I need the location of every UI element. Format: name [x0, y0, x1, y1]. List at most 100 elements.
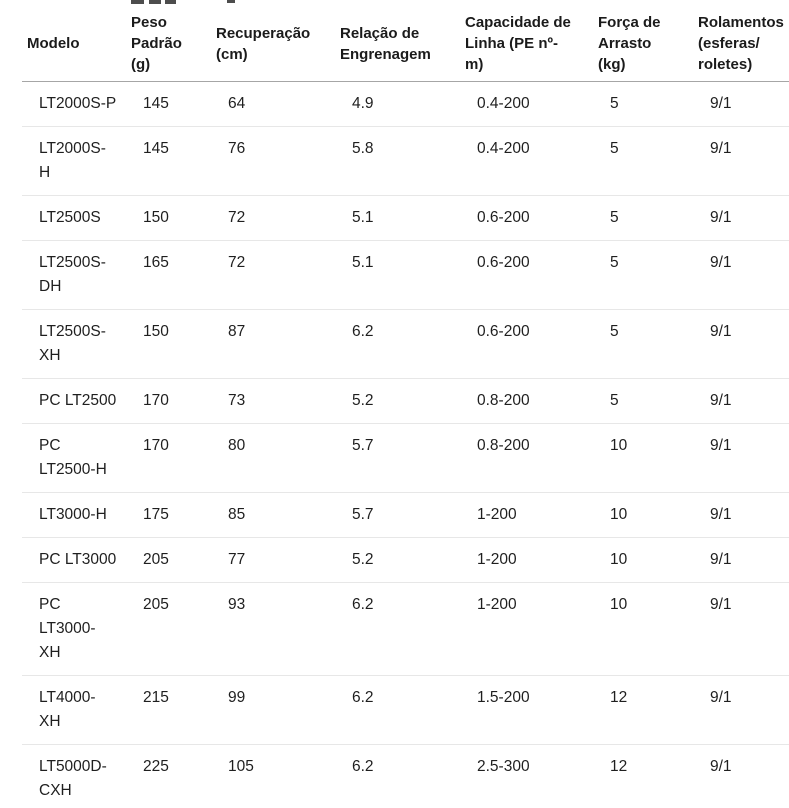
cell-rolamentos: 9/1 [693, 240, 789, 310]
cell-rolamentos: 9/1 [693, 195, 789, 241]
header-row: Modelo Peso Padrão (g) Recuperação (cm) … [22, 0, 789, 82]
clipped-text-remnant [0, 0, 789, 5]
cell-peso-padrao: 145 [126, 81, 211, 127]
cell-forca-arrasto: 5 [593, 240, 693, 310]
cell-capacidade-linha: 0.6-200 [460, 309, 593, 379]
cell-peso-padrao: 205 [126, 537, 211, 583]
cell-peso-padrao: 165 [126, 240, 211, 310]
clipped-text-fragment [165, 0, 176, 4]
cell-peso-padrao: 145 [126, 126, 211, 196]
column-header-rolamentos: Rolamentos (esferas/ roletes) [693, 0, 789, 82]
cell-relacao-engrenagem: 5.2 [335, 378, 460, 424]
cell-relacao-engrenagem: 5.1 [335, 195, 460, 241]
cell-relacao-engrenagem: 5.8 [335, 126, 460, 196]
cell-relacao-engrenagem: 6.2 [335, 744, 460, 808]
cell-relacao-engrenagem: 6.2 [335, 582, 460, 676]
cell-recuperacao: 77 [211, 537, 335, 583]
table-row: LT2500S- DH 165 72 5.1 0.6-200 5 9/1 [22, 240, 789, 310]
cell-rolamentos: 9/1 [693, 126, 789, 196]
specs-table-header: Modelo Peso Padrão (g) Recuperação (cm) … [22, 0, 789, 82]
cell-forca-arrasto: 5 [593, 81, 693, 127]
cell-recuperacao: 105 [211, 744, 335, 808]
cell-model: LT2500S- XH [22, 309, 126, 379]
cell-peso-padrao: 175 [126, 492, 211, 538]
cell-model: LT2000S-P [22, 81, 126, 127]
cell-rolamentos: 9/1 [693, 309, 789, 379]
clipped-text-fragment [227, 0, 235, 3]
cell-peso-padrao: 205 [126, 582, 211, 676]
cell-rolamentos: 9/1 [693, 744, 789, 808]
cell-rolamentos: 9/1 [693, 582, 789, 676]
cell-recuperacao: 64 [211, 81, 335, 127]
cell-capacidade-linha: 0.6-200 [460, 195, 593, 241]
cell-recuperacao: 99 [211, 675, 335, 745]
cell-forca-arrasto: 5 [593, 309, 693, 379]
cell-model: LT5000D- CXH [22, 744, 126, 808]
cell-peso-padrao: 150 [126, 309, 211, 379]
cell-forca-arrasto: 12 [593, 744, 693, 808]
cell-rolamentos: 9/1 [693, 537, 789, 583]
cell-recuperacao: 76 [211, 126, 335, 196]
cell-relacao-engrenagem: 5.2 [335, 537, 460, 583]
cell-forca-arrasto: 5 [593, 378, 693, 424]
cell-forca-arrasto: 10 [593, 537, 693, 583]
cell-relacao-engrenagem: 6.2 [335, 309, 460, 379]
cell-capacidade-linha: 0.8-200 [460, 423, 593, 493]
cell-model: PC LT2500-H [22, 423, 126, 493]
cell-rolamentos: 9/1 [693, 378, 789, 424]
cell-rolamentos: 9/1 [693, 81, 789, 127]
cell-relacao-engrenagem: 4.9 [335, 81, 460, 127]
cell-recuperacao: 73 [211, 378, 335, 424]
cell-capacidade-linha: 0.6-200 [460, 240, 593, 310]
cell-model: LT2500S [22, 195, 126, 241]
cell-capacidade-linha: 1-200 [460, 537, 593, 583]
cell-capacidade-linha: 1-200 [460, 492, 593, 538]
cell-rolamentos: 9/1 [693, 675, 789, 745]
cell-recuperacao: 72 [211, 195, 335, 241]
cell-model: LT2000S- H [22, 126, 126, 196]
cell-capacidade-linha: 2.5-300 [460, 744, 593, 808]
cell-recuperacao: 80 [211, 423, 335, 493]
cell-relacao-engrenagem: 5.7 [335, 492, 460, 538]
cell-relacao-engrenagem: 6.2 [335, 675, 460, 745]
cell-peso-padrao: 170 [126, 423, 211, 493]
cell-model: PC LT3000 [22, 537, 126, 583]
table-row: LT3000-H 175 85 5.7 1-200 10 9/1 [22, 492, 789, 538]
column-header-relacao-engrenagem: Relação de Engrenagem [335, 0, 460, 82]
cell-forca-arrasto: 10 [593, 492, 693, 538]
cell-relacao-engrenagem: 5.1 [335, 240, 460, 310]
cell-recuperacao: 72 [211, 240, 335, 310]
cell-forca-arrasto: 12 [593, 675, 693, 745]
cell-forca-arrasto: 5 [593, 195, 693, 241]
cell-model: LT4000- XH [22, 675, 126, 745]
cell-capacidade-linha: 0.4-200 [460, 126, 593, 196]
cell-forca-arrasto: 5 [593, 126, 693, 196]
cell-capacidade-linha: 1-200 [460, 582, 593, 676]
cell-recuperacao: 87 [211, 309, 335, 379]
cell-peso-padrao: 150 [126, 195, 211, 241]
cell-recuperacao: 93 [211, 582, 335, 676]
table-row: LT2000S-P 145 64 4.9 0.4-200 5 9/1 [22, 81, 789, 127]
table-row: LT2500S- XH 150 87 6.2 0.6-200 5 9/1 [22, 309, 789, 379]
table-row: PC LT2500-H 170 80 5.7 0.8-200 10 9/1 [22, 423, 789, 493]
cell-capacidade-linha: 0.4-200 [460, 81, 593, 127]
specs-table: Modelo Peso Padrão (g) Recuperação (cm) … [22, 0, 789, 808]
column-header-modelo: Modelo [22, 0, 126, 82]
cell-model: LT2500S- DH [22, 240, 126, 310]
table-row: PC LT2500 170 73 5.2 0.8-200 5 9/1 [22, 378, 789, 424]
cell-model: PC LT3000- XH [22, 582, 126, 676]
column-header-peso-padrao: Peso Padrão (g) [126, 0, 211, 82]
table-row: LT2000S- H 145 76 5.8 0.4-200 5 9/1 [22, 126, 789, 196]
cell-model: PC LT2500 [22, 378, 126, 424]
cell-recuperacao: 85 [211, 492, 335, 538]
clipped-text-fragment [149, 0, 161, 4]
cell-capacidade-linha: 1.5-200 [460, 675, 593, 745]
column-header-capacidade-linha: Capacidade de Linha (PE nº- m) [460, 0, 593, 82]
specs-table-body: LT2000S-P 145 64 4.9 0.4-200 5 9/1 LT200… [22, 81, 789, 808]
cell-peso-padrao: 170 [126, 378, 211, 424]
cell-peso-padrao: 225 [126, 744, 211, 808]
table-row: LT5000D- CXH 225 105 6.2 2.5-300 12 9/1 [22, 744, 789, 808]
cell-forca-arrasto: 10 [593, 423, 693, 493]
table-row: LT4000- XH 215 99 6.2 1.5-200 12 9/1 [22, 675, 789, 745]
